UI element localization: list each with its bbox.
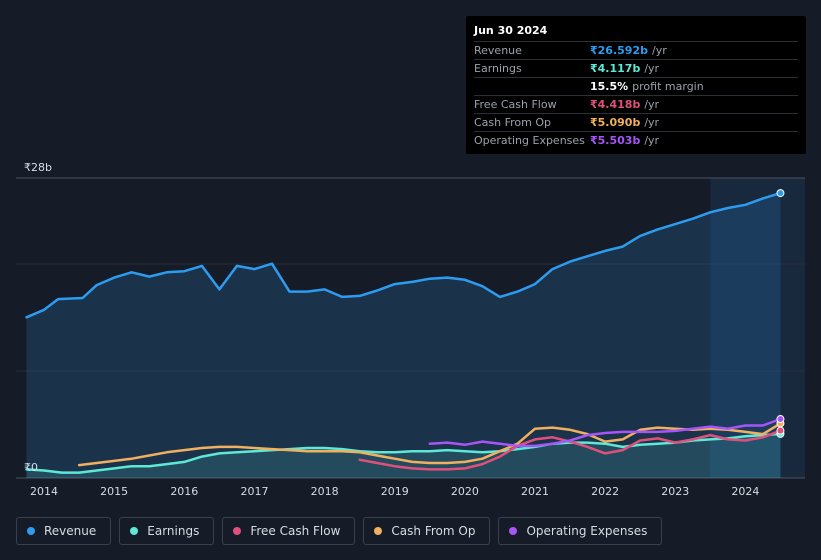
x-tick-label: 2017 bbox=[240, 485, 268, 498]
tooltip-unit: /yr bbox=[644, 134, 660, 147]
tooltip-value: ₹4.418b bbox=[590, 98, 641, 111]
x-tick-label: 2024 bbox=[731, 485, 759, 498]
legend-item-operating-expenses[interactable]: Operating Expenses bbox=[498, 517, 663, 545]
y-tick-label: ₹0 bbox=[24, 461, 38, 474]
tooltip-value: ₹26.592b bbox=[590, 44, 648, 57]
x-tick-label: 2015 bbox=[100, 485, 128, 498]
tooltip-label: Revenue bbox=[474, 44, 522, 57]
tooltip-row-free-cash-flow: Free Cash Flow ₹4.418b /yr bbox=[474, 96, 798, 114]
y-tick-label: ₹28b bbox=[24, 161, 52, 174]
line-cash-from-op bbox=[77, 422, 782, 467]
tooltip-panel: Jun 30 2024 Revenue ₹26.592b /yr Earning… bbox=[466, 16, 806, 154]
legend-label: Earnings bbox=[147, 524, 200, 538]
tooltip-label: Operating Expenses bbox=[474, 134, 585, 147]
legend-item-revenue[interactable]: Revenue bbox=[16, 517, 112, 545]
line-earnings bbox=[25, 432, 782, 474]
endpoint-revenue bbox=[776, 189, 785, 198]
tooltip-row-cash-from-op: Cash From Op ₹5.090b /yr bbox=[474, 114, 798, 132]
legend-dot-icon bbox=[130, 527, 139, 535]
tooltip-row-operating-expenses: Operating Expenses ₹5.503b /yr bbox=[474, 132, 798, 149]
legend-item-cash-from-op[interactable]: Cash From Op bbox=[363, 517, 491, 545]
tooltip-label: Free Cash Flow bbox=[474, 98, 557, 111]
line-revenue bbox=[25, 191, 782, 319]
legend-dot-icon bbox=[509, 527, 518, 535]
legend-label: Cash From Op bbox=[391, 524, 476, 538]
tooltip-row-earnings: Earnings ₹4.117b /yr bbox=[474, 60, 798, 78]
legend-item-earnings[interactable]: Earnings bbox=[119, 517, 215, 545]
legend-dot-icon bbox=[374, 527, 383, 535]
legend-label: Revenue bbox=[44, 524, 97, 538]
tooltip-unit: /yr bbox=[644, 62, 660, 75]
endpoint-free-cash-flow bbox=[776, 426, 785, 435]
x-tick-label: 2021 bbox=[521, 485, 549, 498]
tooltip-date: Jun 30 2024 bbox=[474, 24, 798, 42]
endpoint-operating-expenses bbox=[776, 415, 785, 424]
legend-label: Free Cash Flow bbox=[250, 524, 341, 538]
x-tick-label: 2018 bbox=[311, 485, 339, 498]
tooltip-value: ₹5.090b bbox=[590, 116, 641, 129]
legend-label: Operating Expenses bbox=[526, 524, 648, 538]
tooltip-unit: profit margin bbox=[632, 80, 704, 93]
tooltip-label: Earnings bbox=[474, 62, 522, 75]
x-tick-label: 2019 bbox=[381, 485, 409, 498]
legend-dot-icon bbox=[27, 527, 35, 535]
area-revenue bbox=[26, 193, 781, 478]
tooltip-row-profit-margin: 15.5% profit margin bbox=[474, 78, 798, 96]
legend: Revenue Earnings Free Cash Flow Cash Fro… bbox=[16, 517, 663, 545]
x-tick-label: 2016 bbox=[170, 485, 198, 498]
legend-dot-icon bbox=[233, 527, 242, 535]
line-operating-expenses bbox=[428, 417, 782, 448]
legend-item-free-cash-flow[interactable]: Free Cash Flow bbox=[222, 517, 356, 545]
x-tick-label: 2023 bbox=[661, 485, 689, 498]
x-tick-label: 2020 bbox=[451, 485, 479, 498]
tooltip-unit: /yr bbox=[651, 44, 667, 57]
x-tick-label: 2014 bbox=[30, 485, 58, 498]
tooltip-value: ₹4.117b bbox=[590, 62, 641, 75]
tooltip-unit: /yr bbox=[644, 98, 660, 111]
area-earnings bbox=[26, 433, 781, 478]
tooltip-unit: /yr bbox=[644, 116, 660, 129]
tooltip-value: ₹5.503b bbox=[590, 134, 641, 147]
tooltip-label bbox=[474, 78, 590, 95]
x-tick-label: 2022 bbox=[591, 485, 619, 498]
chart-area: ₹28b ₹0 2014 2015 2016 2017 2018 2019 2020 2021 2… bbox=[16, 161, 805, 498]
tooltip-value: 15.5% bbox=[590, 80, 629, 93]
tooltip-row-revenue: Revenue ₹26.592b /yr bbox=[474, 42, 798, 60]
tooltip-label: Cash From Op bbox=[474, 116, 552, 129]
